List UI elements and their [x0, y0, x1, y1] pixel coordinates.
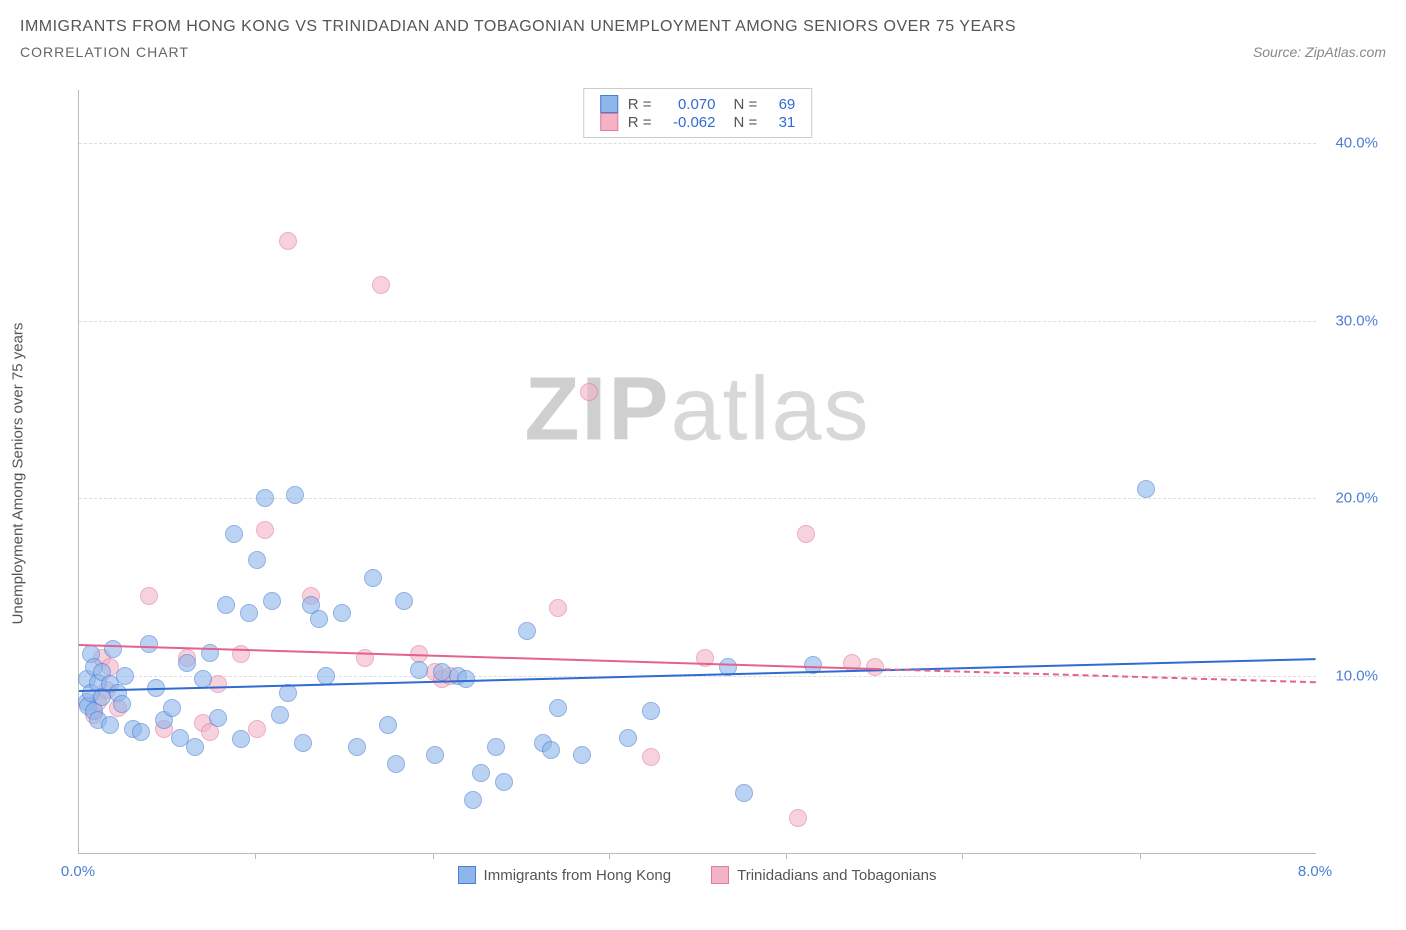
scatter-point: [271, 706, 289, 724]
scatter-point: [113, 695, 131, 713]
scatter-point: [286, 486, 304, 504]
scatter-point: [194, 670, 212, 688]
x-minor-tick: [786, 853, 787, 859]
scatter-point: [140, 587, 158, 605]
scatter-point: [549, 599, 567, 617]
scatter-point: [866, 658, 884, 676]
gridline: [79, 321, 1316, 322]
x-minor-tick: [255, 853, 256, 859]
scatter-point: [225, 525, 243, 543]
scatter-point: [310, 610, 328, 628]
swatch-series-2: [600, 113, 618, 131]
scatter-point: [209, 709, 227, 727]
scatter-point: [395, 592, 413, 610]
scatter-point: [797, 525, 815, 543]
scatter-point: [101, 716, 119, 734]
subtitle-row: CORRELATION CHART Source: ZipAtlas.com: [0, 44, 1406, 74]
scatter-point: [263, 592, 281, 610]
scatter-point: [642, 748, 660, 766]
scatter-point: [495, 773, 513, 791]
scatter-point: [294, 734, 312, 752]
scatter-point: [248, 720, 266, 738]
scatter-point: [217, 596, 235, 614]
y-axis-label: Unemployment Among Seniors over 75 years: [10, 323, 27, 625]
scatter-point: [464, 791, 482, 809]
series-legend: Immigrants from Hong Kong Trinidadians a…: [78, 866, 1316, 884]
scatter-point: [240, 604, 258, 622]
y-tick-label: 10.0%: [1335, 667, 1378, 684]
scatter-point: [549, 699, 567, 717]
scatter-point: [542, 741, 560, 759]
scatter-point: [580, 383, 598, 401]
trendline: [79, 644, 875, 670]
scatter-point: [317, 667, 335, 685]
scatter-point: [116, 667, 134, 685]
legend-row-series-1: R = 0.070 N = 69: [600, 95, 796, 113]
scatter-point: [1137, 480, 1155, 498]
y-tick-label: 40.0%: [1335, 135, 1378, 152]
scatter-point: [256, 521, 274, 539]
scatter-point: [364, 569, 382, 587]
scatter-point: [232, 730, 250, 748]
scatter-point: [279, 684, 297, 702]
x-minor-tick: [433, 853, 434, 859]
scatter-point: [573, 746, 591, 764]
scatter-point: [387, 755, 405, 773]
swatch-series-1: [600, 95, 618, 113]
scatter-point: [410, 661, 428, 679]
scatter-point: [735, 784, 753, 802]
scatter-point: [201, 644, 219, 662]
legend-item-series-1: Immigrants from Hong Kong: [458, 866, 672, 884]
scatter-point: [186, 738, 204, 756]
y-tick-label: 30.0%: [1335, 312, 1378, 329]
x-minor-tick: [962, 853, 963, 859]
legend-row-series-2: R = -0.062 N = 31: [600, 113, 796, 131]
scatter-point: [619, 729, 637, 747]
scatter-point: [379, 716, 397, 734]
scatter-point: [789, 809, 807, 827]
legend-item-series-2: Trinidadians and Tobagonians: [711, 866, 936, 884]
source-label: Source: ZipAtlas.com: [1253, 44, 1386, 60]
scatter-point: [487, 738, 505, 756]
scatter-point: [248, 551, 266, 569]
scatter-point: [348, 738, 366, 756]
scatter-point: [132, 723, 150, 741]
scatter-point: [209, 675, 227, 693]
chart-title: IMMIGRANTS FROM HONG KONG VS TRINIDADIAN…: [0, 0, 1406, 44]
y-tick-label: 20.0%: [1335, 490, 1378, 507]
swatch-series-2: [711, 866, 729, 884]
chart-area: ZIPatlas R = 0.070 N = 69 R = -0.062 N =…: [60, 90, 1386, 890]
scatter-point: [104, 640, 122, 658]
x-minor-tick: [1140, 853, 1141, 859]
chart-subtitle: CORRELATION CHART: [20, 44, 189, 60]
scatter-point: [642, 702, 660, 720]
scatter-point: [426, 746, 444, 764]
scatter-point: [163, 699, 181, 717]
correlation-legend: R = 0.070 N = 69 R = -0.062 N = 31: [583, 88, 813, 138]
gridline: [79, 143, 1316, 144]
plot-area: ZIPatlas R = 0.070 N = 69 R = -0.062 N =…: [78, 90, 1316, 854]
scatter-point: [256, 489, 274, 507]
watermark: ZIPatlas: [524, 359, 870, 462]
scatter-point: [178, 654, 196, 672]
x-minor-tick: [609, 853, 610, 859]
scatter-point: [472, 764, 490, 782]
scatter-point: [518, 622, 536, 640]
scatter-point: [372, 276, 390, 294]
scatter-point: [140, 635, 158, 653]
scatter-point: [333, 604, 351, 622]
swatch-series-1: [458, 866, 476, 884]
scatter-point: [279, 232, 297, 250]
